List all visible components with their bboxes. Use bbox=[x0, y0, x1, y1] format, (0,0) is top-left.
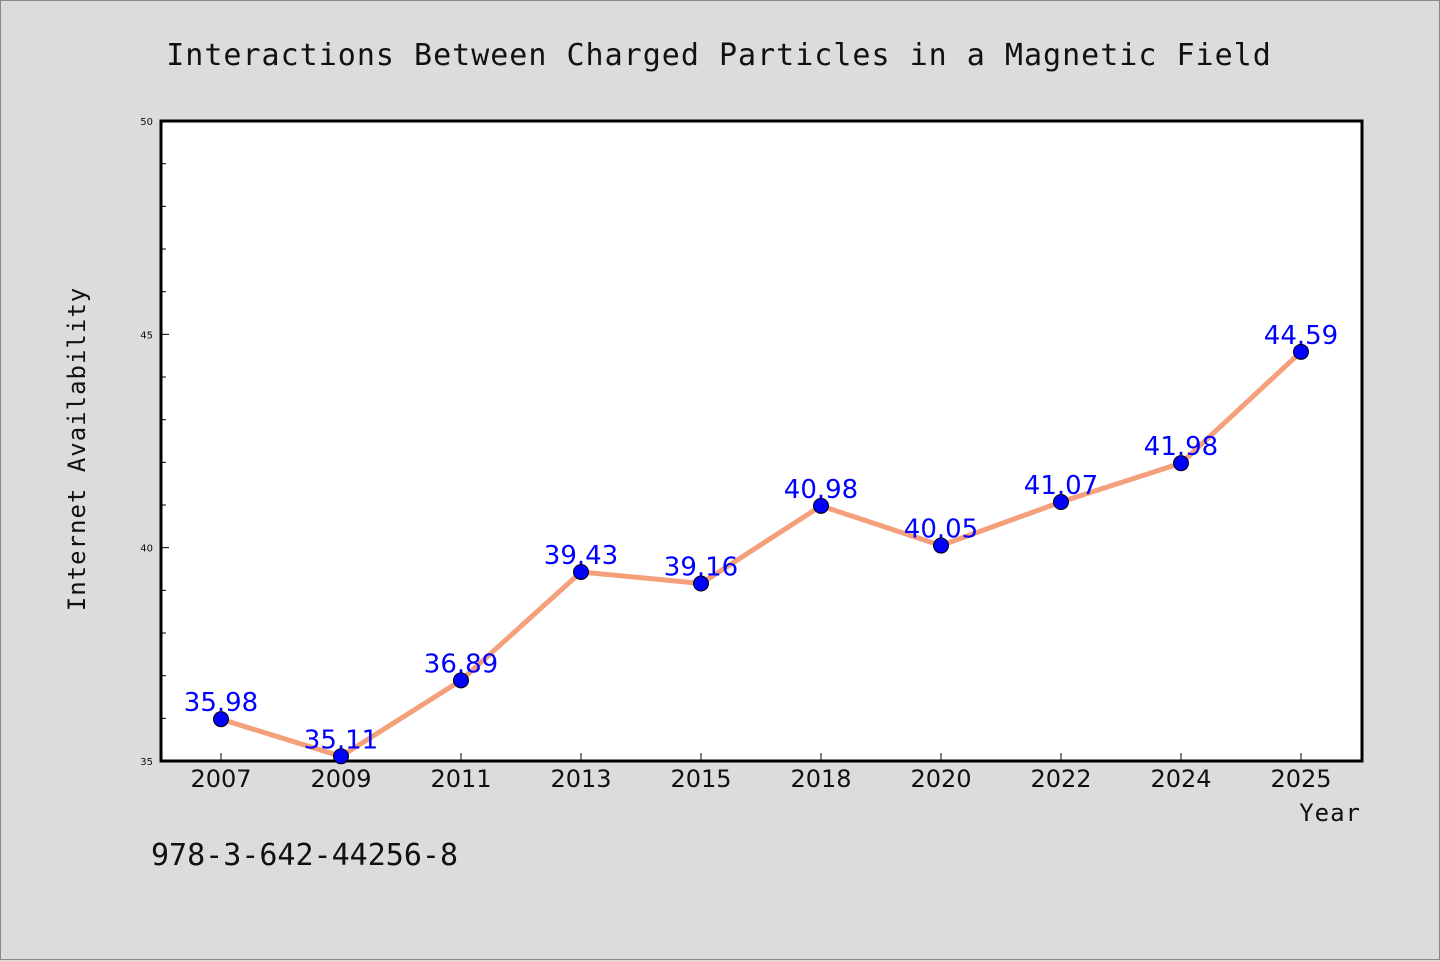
x-axis: 2007 2009 2011 2013 2015 2018 2020 2022 2024 2025 bbox=[190, 753, 1332, 793]
data-point-marker bbox=[1293, 343, 1309, 360]
isbn-text: 978-3-642-44256-8 bbox=[151, 838, 458, 873]
data-label: 39.43 bbox=[544, 541, 618, 571]
x-axis-label: Year bbox=[1299, 799, 1361, 827]
y-axis-label: Internet Availability bbox=[63, 287, 91, 611]
data-label: 40.98 bbox=[784, 475, 858, 505]
x-tick-label: 2007 bbox=[190, 765, 251, 793]
x-tick-label: 2018 bbox=[790, 765, 851, 793]
data-label: 39.16 bbox=[664, 553, 738, 583]
series-line bbox=[220, 349, 1303, 759]
x-tick-label: 2022 bbox=[1030, 765, 1091, 793]
data-labels-group: 35.98 35.11 36.89 39.43 39.16 40.98 40.05 41.07… bbox=[184, 321, 1338, 755]
data-point-marker bbox=[813, 497, 829, 514]
data-point-marker bbox=[333, 748, 349, 765]
data-point-marker bbox=[1053, 494, 1069, 511]
x-tick-label: 2015 bbox=[670, 765, 731, 793]
data-point-marker bbox=[573, 563, 589, 580]
data-label: 35.11 bbox=[304, 725, 378, 755]
data-label: 44.59 bbox=[1264, 321, 1338, 351]
data-label: 35.98 bbox=[184, 688, 258, 718]
x-tick-label: 2025 bbox=[1270, 765, 1331, 793]
data-label: 41.98 bbox=[1144, 432, 1218, 462]
data-label: 40.05 bbox=[904, 515, 978, 545]
y-tick-label: 45 bbox=[140, 330, 153, 341]
x-tick-label: 2013 bbox=[550, 765, 611, 793]
markers-group bbox=[213, 343, 1309, 765]
series-line-group bbox=[220, 349, 1303, 759]
x-tick-label: 2009 bbox=[310, 765, 371, 793]
y-tick-label: 40 bbox=[140, 544, 153, 555]
data-label: 41.07 bbox=[1024, 471, 1098, 501]
x-tick-label: 2024 bbox=[1150, 765, 1211, 793]
data-point-marker bbox=[933, 537, 949, 554]
chart-title: Interactions Between Charged Particles i… bbox=[166, 38, 1272, 73]
y-axis: 35 40 45 50 bbox=[140, 117, 169, 768]
y-tick-label: 50 bbox=[140, 117, 153, 128]
data-point-marker bbox=[693, 575, 709, 592]
y-tick-label: 35 bbox=[140, 757, 153, 768]
plot-area bbox=[159, 119, 1364, 763]
data-point-marker bbox=[213, 711, 229, 728]
data-point-marker bbox=[453, 672, 469, 689]
x-tick-label: 2011 bbox=[430, 765, 491, 793]
data-point-marker bbox=[1173, 455, 1189, 472]
x-tick-label: 2020 bbox=[910, 765, 971, 793]
data-label: 36.89 bbox=[424, 649, 498, 679]
